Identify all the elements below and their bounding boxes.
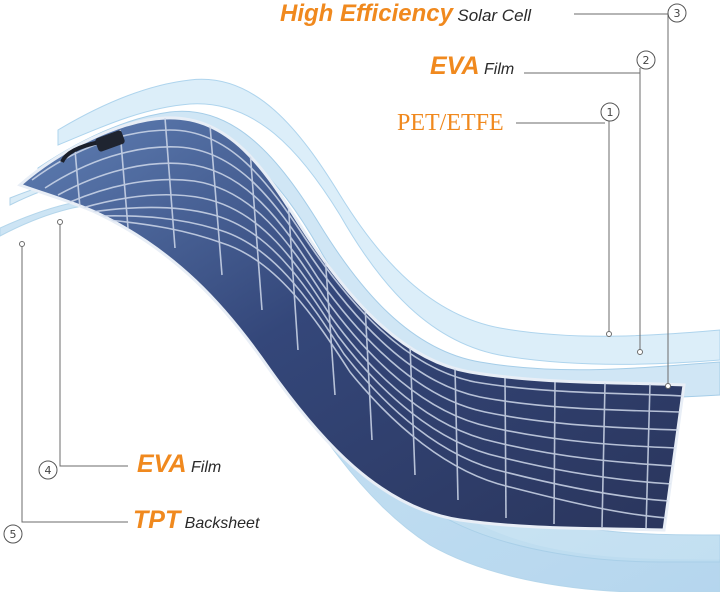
leader-line-3 [574, 13, 669, 386]
badge-1: 1 [600, 102, 620, 122]
badge-2: 2 [636, 50, 656, 70]
leader-line-1 [516, 120, 610, 334]
leader-line-2 [524, 68, 641, 352]
svg-text:5: 5 [10, 528, 17, 541]
leader-line-4 [59, 222, 128, 467]
leader-lines [21, 13, 669, 523]
svg-text:4: 4 [45, 464, 52, 477]
leader-dot-1 [606, 331, 612, 337]
label-eva-bottom-sub: Film [191, 459, 222, 476]
badge-3: 3 [667, 3, 687, 23]
badge-5: 5 [3, 524, 23, 544]
label-tpt-sub: Backsheet [184, 515, 260, 532]
leader-dot-2 [637, 349, 643, 355]
label-eva-bottom-main: EVA [137, 450, 187, 478]
solar-cell-panel [17, 116, 686, 532]
label-pet-etfe: PET/ETFE [397, 110, 504, 137]
label-tpt-main: TPT [133, 506, 181, 534]
label-eva-top-sub: Film [484, 61, 515, 78]
label-high-efficiency-main: High Efficiency [280, 0, 453, 27]
label-high-efficiency: High Efficiency Solar Cell [280, 0, 531, 28]
leader-line-5 [21, 244, 128, 523]
badge-4: 4 [38, 460, 58, 480]
svg-text:2: 2 [643, 54, 650, 67]
svg-text:1: 1 [607, 106, 614, 119]
leader-dot-3 [665, 383, 671, 389]
label-eva-top-main: EVA [430, 52, 480, 80]
leader-dot-4 [57, 219, 63, 225]
label-pet-etfe-main: PET/ETFE [397, 110, 504, 136]
leader-dot-5 [19, 241, 25, 247]
label-tpt: TPT Backsheet [133, 506, 259, 535]
label-high-efficiency-sub: Solar Cell [457, 6, 532, 25]
number-badges: 3 2 1 4 5 [3, 3, 687, 544]
svg-text:3: 3 [674, 7, 681, 20]
label-eva-bottom: EVA Film [137, 450, 221, 479]
label-eva-top: EVA Film [430, 52, 514, 81]
